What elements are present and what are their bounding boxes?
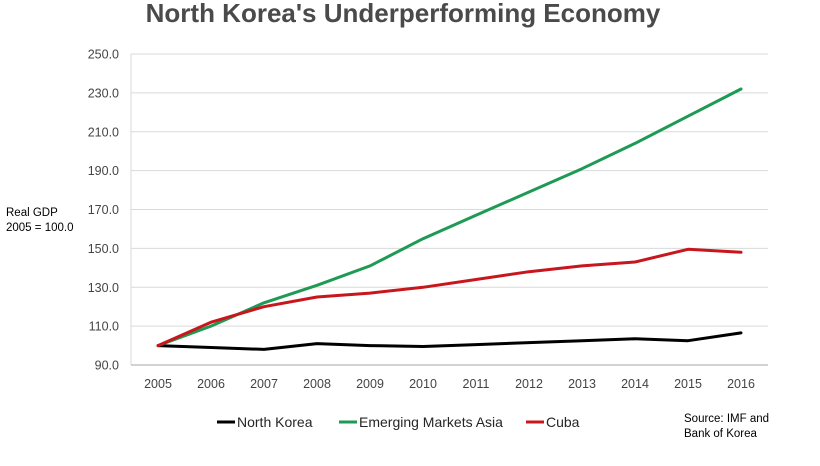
x-tick-label: 2009 xyxy=(356,377,384,391)
source-line-2: Bank of Korea xyxy=(684,428,757,440)
series-line-cuba xyxy=(156,247,743,348)
x-tick-labels: 2005 2006 2007 2008 2009 2010 2011 2012 2013 2014… xyxy=(144,377,755,391)
x-tick-label: 2014 xyxy=(621,377,649,391)
x-tick-label: 2007 xyxy=(250,377,278,391)
series-lines xyxy=(156,87,743,351)
y-tick-label: 250.0 xyxy=(88,48,119,62)
x-tick-label: 2012 xyxy=(515,377,543,391)
legend: North Korea Emerging Markets Asia Cuba xyxy=(217,414,580,430)
y-tick-label: 130.0 xyxy=(88,281,119,295)
y-tick-label: 150.0 xyxy=(88,242,119,256)
legend-label: Emerging Markets Asia xyxy=(359,414,503,430)
y-axis-label-line-2: 2005 = 100.0 xyxy=(6,222,74,234)
y-tick-labels: 90.0 110.0 130.0 150.0 170.0 190.0 210.0 230.0 2… xyxy=(88,48,119,373)
legend-label: Cuba xyxy=(546,414,580,430)
chart-title: North Korea's Underperforming Economy xyxy=(145,0,661,28)
y-tick-label: 230.0 xyxy=(88,86,119,100)
y-axis-label-line-1: Real GDP xyxy=(6,207,58,219)
y-tick-label: 190.0 xyxy=(88,164,119,178)
x-tick-label: 2006 xyxy=(197,377,225,391)
legend-item: Cuba xyxy=(526,414,580,430)
gridlines xyxy=(131,53,768,327)
axes xyxy=(130,54,768,366)
x-tick-label: 2010 xyxy=(409,377,437,391)
y-axis-label: Real GDP 2005 = 100.0 xyxy=(6,206,73,236)
x-tick-label: 2015 xyxy=(674,377,702,391)
series-line-emerging-markets-asia xyxy=(156,87,743,348)
source-note: Source: IMF and Bank of Korea xyxy=(684,412,769,442)
legend-item: Emerging Markets Asia xyxy=(339,414,503,430)
source-line-1: Source: IMF and xyxy=(684,413,770,425)
x-tick-label: 2011 xyxy=(463,377,490,391)
legend-item: North Korea xyxy=(217,414,313,430)
series-line-north-korea xyxy=(156,331,743,351)
legend-label: North Korea xyxy=(237,414,313,430)
x-tick-label: 2016 xyxy=(727,377,755,391)
x-tick-label: 2005 xyxy=(144,377,172,391)
y-tick-label: 90.0 xyxy=(95,359,119,373)
y-tick-label: 170.0 xyxy=(88,203,119,217)
x-tick-label: 2013 xyxy=(568,377,596,391)
x-tick-label: 2008 xyxy=(303,377,331,391)
y-tick-label: 110.0 xyxy=(89,320,119,334)
y-tick-label: 210.0 xyxy=(88,125,119,139)
